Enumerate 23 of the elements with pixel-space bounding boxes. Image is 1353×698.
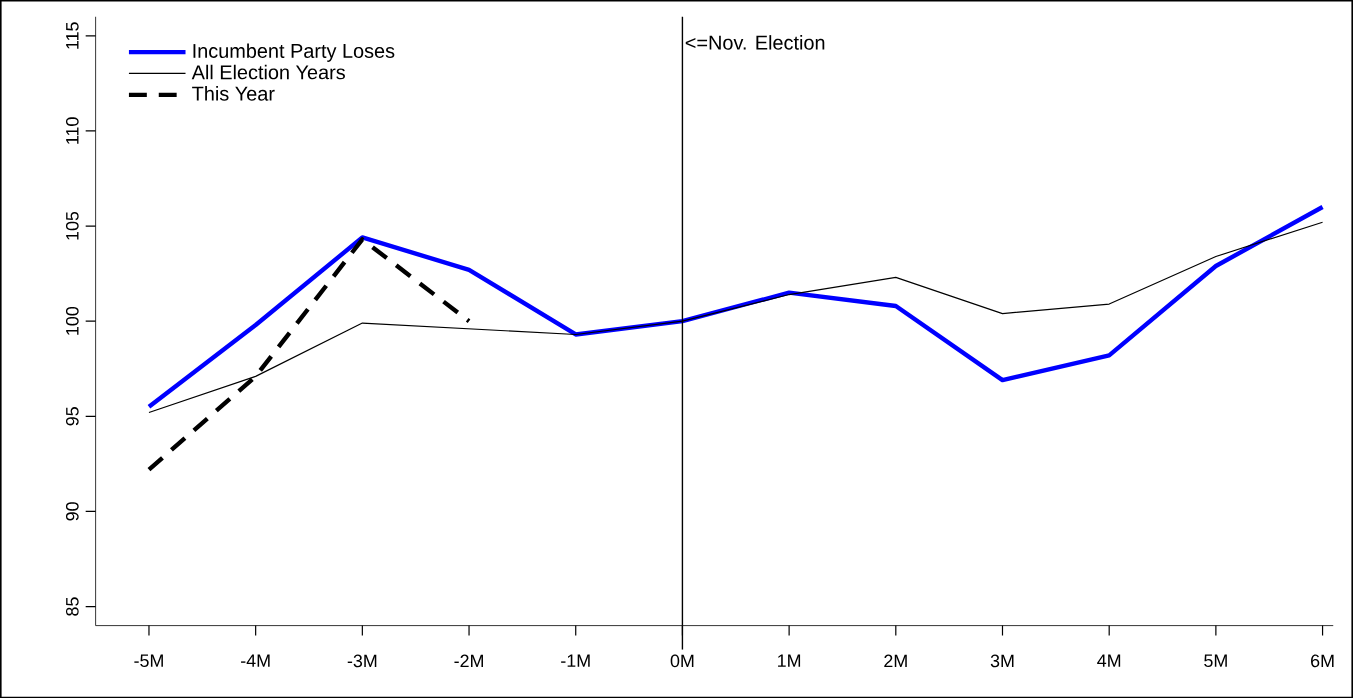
legend-label: All Election Years (191, 64, 345, 80)
x-tick-label: -2M (454, 654, 483, 667)
x-tick-label: -1M (561, 654, 590, 667)
legend-label: Incumbent Party Loses (193, 43, 395, 62)
x-tick-label: 2M (884, 654, 907, 667)
y-tick-label: 105 (65, 211, 79, 240)
x-tick-label: 3M (990, 654, 1014, 668)
x-tick-label: 5M (1204, 654, 1227, 667)
x-tick-label: -5M (134, 654, 163, 667)
x-tick-label: -3M (347, 654, 377, 668)
x-tick-label: 1M (778, 654, 801, 667)
y-tick-label: 115 (66, 22, 79, 49)
x-tick-label: 6M (1311, 654, 1334, 668)
y-tick-label: 95 (65, 406, 79, 426)
x-tick-label: 0M (670, 654, 694, 668)
x-tick-label: 4M (1097, 654, 1121, 667)
y-tick-label: 85 (65, 597, 79, 616)
y-tick-label: 110 (65, 117, 79, 144)
ref-line-label: <=Nov. Election (685, 35, 825, 50)
legend-label: This Year (192, 86, 275, 101)
x-tick-label: -4M (241, 654, 270, 667)
y-tick-label: 90 (65, 502, 79, 521)
y-tick-label: 100 (65, 306, 79, 335)
